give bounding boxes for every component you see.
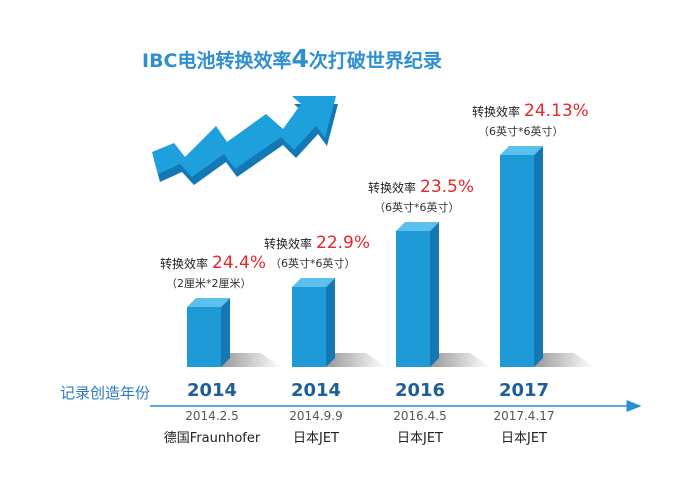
bar xyxy=(292,287,326,367)
bar xyxy=(396,231,430,367)
cell-size-label: （6英寸*6英寸） xyxy=(478,125,564,138)
bar-value-label: 转换效率 22.9% xyxy=(264,233,370,253)
record-institution: 日本JET xyxy=(501,431,547,446)
chart-title: IBC电池转换效率4次打破世界纪录 xyxy=(142,44,442,73)
record-date: 2016.4.5 xyxy=(393,409,447,423)
bar-top xyxy=(500,146,543,155)
bar-side xyxy=(221,298,230,367)
bar-side xyxy=(430,222,439,367)
x-tick-label: 2014 xyxy=(186,380,238,401)
cell-size-label: （2厘米*2厘米） xyxy=(166,277,252,290)
value-number: 24.4% xyxy=(212,253,267,273)
bar-top xyxy=(396,222,439,231)
value-number: 24.13% xyxy=(524,101,589,121)
record-date: 2014.2.5 xyxy=(185,409,239,423)
bar-value-label: 转换效率 24.4% xyxy=(160,253,266,273)
record-date: 2014.9.9 xyxy=(289,409,343,423)
value-caption: 转换效率 xyxy=(160,257,209,271)
bar-shadow xyxy=(534,353,594,367)
value-caption: 转换效率 xyxy=(264,237,313,251)
bar xyxy=(500,155,534,367)
x-tick-label: 2017 xyxy=(498,380,550,401)
title-suffix: 次打破世界纪录 xyxy=(308,50,442,72)
x-axis-label: 记录创造年份 xyxy=(60,384,151,402)
title-prefix: IBC电池转换效率 xyxy=(142,50,292,72)
value-number: 23.5% xyxy=(420,177,475,197)
x-tick-label: 2016 xyxy=(394,380,446,401)
bar-value-label: 转换效率 24.13% xyxy=(472,101,589,121)
title-number: 4 xyxy=(291,44,309,73)
bar-side xyxy=(534,146,543,367)
bar-shadow xyxy=(221,353,281,367)
cell-size-label: （6英寸*6英寸） xyxy=(270,257,356,270)
bar-top xyxy=(292,278,335,287)
record-date: 2017.4.17 xyxy=(493,409,555,423)
value-caption: 转换效率 xyxy=(472,105,521,119)
bar-side xyxy=(326,278,335,367)
record-institution: 日本JET xyxy=(293,431,339,446)
bar-top xyxy=(187,298,230,307)
bar-value-label: 转换效率 23.5% xyxy=(368,177,474,197)
record-institution: 德国Fraunhofer xyxy=(163,431,261,446)
trend-arrow-icon xyxy=(152,96,338,185)
bar-shadow xyxy=(326,353,386,367)
bar-shadow xyxy=(430,353,490,367)
bar xyxy=(187,307,221,367)
x-tick-label: 2014 xyxy=(290,380,342,401)
value-number: 22.9% xyxy=(316,233,371,253)
record-institution: 日本JET xyxy=(397,431,443,446)
cell-size-label: （6英寸*6英寸） xyxy=(374,201,460,214)
value-caption: 转换效率 xyxy=(368,181,417,195)
